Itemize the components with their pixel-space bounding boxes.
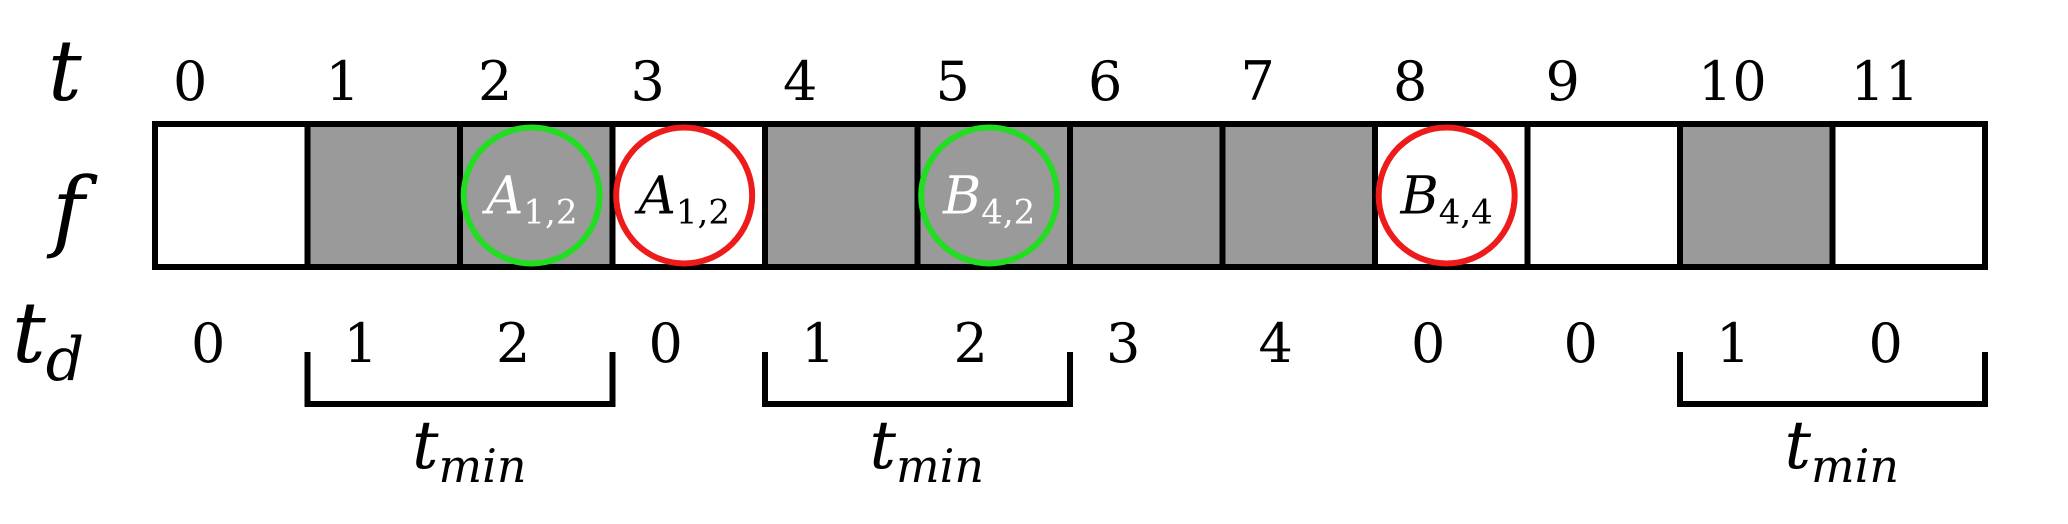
t-value: 5 — [936, 50, 970, 113]
tmin-bracket — [1677, 352, 1988, 407]
t-value: 1 — [326, 50, 360, 113]
t-value: 6 — [1088, 50, 1122, 113]
cell-9 — [1524, 121, 1683, 270]
tmin-label: tmin — [1785, 407, 1900, 493]
marker-label: A1,2 — [634, 167, 730, 233]
t-values: 0 1 2 3 4 5 6 7 8 9 10 11 — [173, 50, 1919, 113]
marker-label: B4,2 — [942, 167, 1035, 233]
td-value: 0 — [191, 312, 225, 375]
cell-4 — [762, 121, 921, 270]
t-value: 2 — [478, 50, 512, 113]
marker-label: B4,4 — [1400, 167, 1493, 233]
t-row-label: t — [48, 22, 82, 120]
t-value: 0 — [173, 50, 207, 113]
cell-10 — [1677, 121, 1836, 270]
marker-circle — [918, 124, 1061, 267]
marker-circle — [1375, 124, 1518, 267]
tmin-label: tmin — [412, 407, 527, 493]
td-value: 2 — [954, 312, 988, 375]
td-values: 0 1 2 0 1 2 3 4 0 0 1 0 — [191, 312, 1903, 375]
markers: A1,2 A1,2 B4,2 B4,4 — [460, 124, 1518, 267]
marker-label: A1,2 — [482, 167, 578, 233]
td-value: 0 — [1411, 312, 1445, 375]
tmin-label: tmin — [870, 407, 985, 493]
td-value: 3 — [1106, 312, 1140, 375]
t-value: 3 — [631, 50, 665, 113]
td-value: 0 — [649, 312, 683, 375]
td-value: 1 — [344, 312, 378, 375]
cell-6 — [1067, 121, 1226, 270]
td-row-label-sub: d — [46, 325, 84, 395]
t-value: 4 — [783, 50, 817, 113]
cell-1 — [304, 121, 463, 270]
t-value: 7 — [1241, 50, 1275, 113]
cell-11 — [1829, 121, 1988, 270]
td-value: 0 — [1869, 312, 1903, 375]
td-value: 1 — [801, 312, 835, 375]
cell-0 — [152, 121, 311, 270]
f-row-label: f — [46, 158, 98, 261]
td-value: 1 — [1716, 312, 1750, 375]
tmin-bracket — [762, 352, 1073, 407]
tmin-bracket — [304, 352, 616, 407]
cell-strip — [152, 121, 1988, 270]
tmin-brackets: tmin tmin tmin — [304, 352, 1988, 493]
td-value: 4 — [1259, 312, 1293, 375]
t-value: 9 — [1546, 50, 1580, 113]
marker-circle — [460, 124, 603, 267]
t-value: 10 — [1698, 50, 1767, 113]
td-value: 2 — [496, 312, 530, 375]
t-value: 8 — [1393, 50, 1427, 113]
td-value: 0 — [1564, 312, 1598, 375]
td-row-label: td — [12, 284, 84, 395]
t-value: 11 — [1851, 50, 1920, 113]
cell-7 — [1219, 121, 1378, 270]
marker-circle — [613, 124, 756, 267]
